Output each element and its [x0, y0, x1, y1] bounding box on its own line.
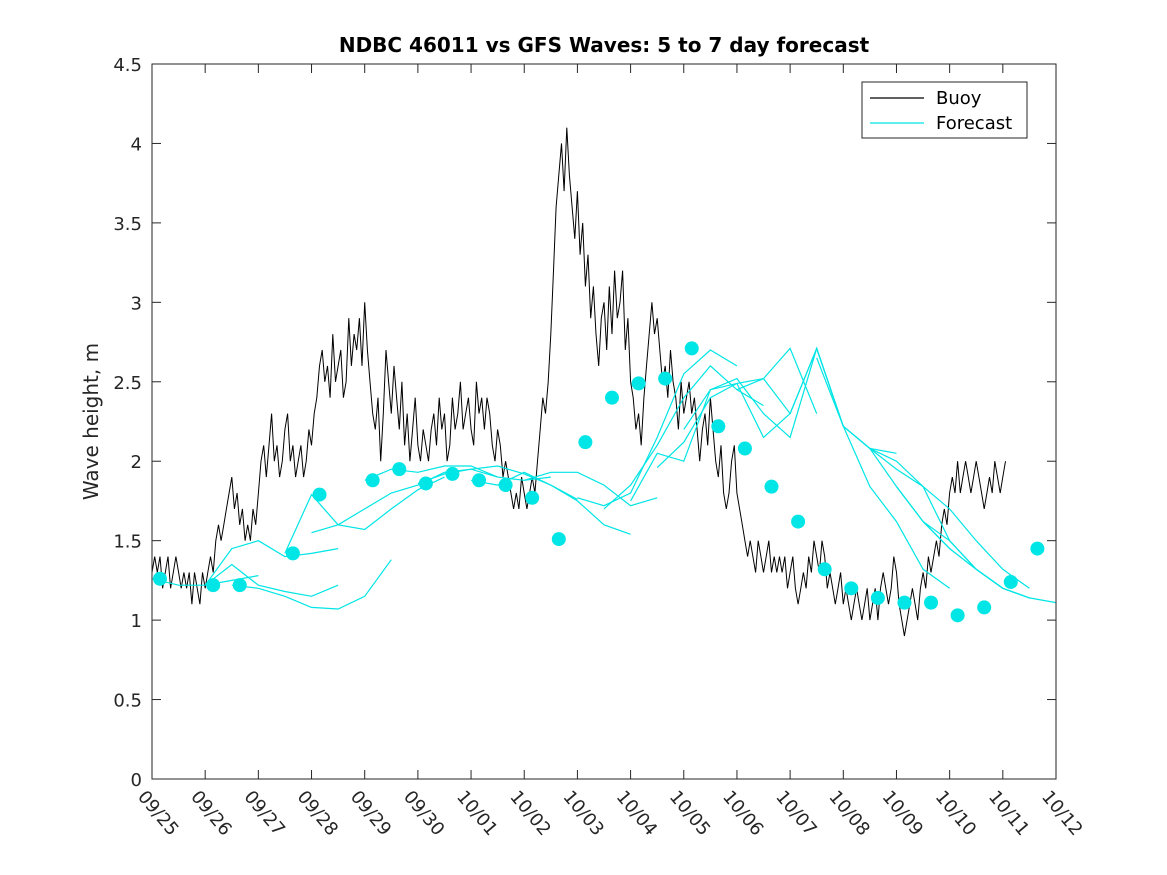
forecast-marker [791, 514, 806, 529]
forecast-marker [472, 473, 487, 488]
forecast-marker [631, 376, 646, 391]
forecast-line [524, 471, 658, 507]
legend: Buoy Forecast [861, 81, 1028, 139]
forecast-marker [1030, 541, 1045, 556]
x-tick-label: 10/04 [612, 787, 661, 840]
forecast-marker [844, 581, 859, 596]
y-tick-labels: 0 0.5 1 1.5 2 2.5 3 3.5 4 4.5 [113, 55, 142, 791]
buoy-series [152, 127, 1006, 637]
forecast-marker [445, 466, 460, 481]
legend-label-forecast: Forecast [936, 113, 1012, 134]
chart-title: NDBC 46011 vs GFS Waves: 5 to 7 day fore… [339, 33, 870, 57]
forecast-marker [924, 595, 939, 610]
forecast-line [869, 448, 1030, 589]
forecast-marker [897, 595, 912, 610]
forecast-line [470, 471, 631, 535]
x-tick-label: 09/26 [186, 787, 235, 840]
y-tick-label: 3.5 [113, 214, 142, 235]
forecast-line [577, 349, 738, 507]
x-tick-label: 09/29 [346, 787, 395, 840]
x-tick-label: 10/07 [771, 787, 820, 840]
plot-area [152, 64, 1056, 779]
forecast-line [284, 476, 445, 554]
forecast-marker [152, 571, 167, 586]
forecast-marker [977, 600, 992, 615]
forecast-marker [498, 478, 513, 493]
forecast-marker [392, 462, 407, 477]
forecast-marker [737, 441, 752, 456]
legend-box [861, 81, 1028, 139]
x-tick-label: 10/09 [878, 787, 927, 840]
y-tick-label: 0.5 [113, 691, 142, 712]
forecast-marker [711, 419, 726, 434]
y-axis-label: Wave height, m [79, 343, 103, 500]
forecast-marker [604, 390, 619, 405]
x-tick-label: 09/30 [399, 787, 448, 840]
x-tick-label: 10/03 [559, 787, 608, 840]
forecast-marker [418, 476, 433, 491]
forecast-marker [1003, 574, 1018, 589]
y-tick-label: 2.5 [113, 373, 142, 394]
forecast-marker [312, 487, 327, 502]
forecast-line [789, 346, 950, 589]
forecast-marker [206, 578, 221, 593]
x-tick-label: 10/08 [824, 787, 873, 840]
y-tick-label: 1.5 [113, 532, 142, 553]
forecast-line [231, 559, 392, 610]
forecast-line [922, 521, 1056, 604]
forecast-line [204, 540, 339, 586]
x-tick-label: 10/06 [718, 787, 767, 840]
forecast-marker [817, 562, 832, 577]
forecast-marker [950, 608, 965, 623]
forecast-series [152, 346, 1056, 610]
forecast-line [656, 347, 818, 469]
y-tick-label: 2 [131, 452, 142, 473]
plot-frame [151, 63, 1057, 780]
legend-label-buoy: Buoy [936, 88, 982, 109]
forecast-marker [684, 341, 699, 356]
y-tick-label: 4 [131, 134, 142, 155]
x-tick-label: 09/25 [133, 787, 182, 840]
x-tick-label: 09/27 [240, 787, 289, 840]
forecast-markers [152, 341, 1045, 623]
forecast-marker [658, 371, 673, 386]
y-tick-label: 0 [131, 770, 142, 791]
x-tick-label: 10/01 [452, 787, 501, 840]
forecast-marker [551, 532, 566, 547]
forecast-marker [232, 578, 247, 593]
forecast-marker [365, 473, 380, 488]
forecast-marker [525, 490, 540, 505]
forecast-marker [870, 590, 885, 605]
x-tick-labels: 09/25 09/26 09/27 09/28 09/29 09/30 10/01 10/02… [133, 787, 1086, 840]
forecast-marker [578, 435, 593, 450]
y-tick-label: 4.5 [113, 55, 142, 76]
buoy-line [152, 127, 1006, 637]
forecast-marker [285, 546, 300, 561]
x-tick-label: 10/05 [665, 787, 714, 840]
y-tick-label: 3 [131, 293, 142, 314]
y-tick-label: 1 [131, 611, 142, 632]
x-tick-label: 09/28 [293, 787, 342, 840]
forecast-line [204, 563, 339, 597]
x-tick-label: 10/10 [931, 787, 980, 840]
x-tick-label: 10/12 [1037, 787, 1086, 840]
x-tick-label: 10/02 [505, 787, 554, 840]
x-tick-label: 10/11 [984, 787, 1033, 840]
forecast-marker [764, 479, 779, 494]
